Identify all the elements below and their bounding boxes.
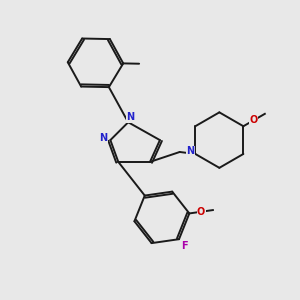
Text: N: N bbox=[186, 146, 194, 156]
Text: O: O bbox=[250, 115, 258, 125]
Text: F: F bbox=[181, 241, 188, 251]
Text: O: O bbox=[197, 207, 205, 217]
Text: N: N bbox=[99, 133, 107, 143]
Text: N: N bbox=[126, 112, 134, 122]
